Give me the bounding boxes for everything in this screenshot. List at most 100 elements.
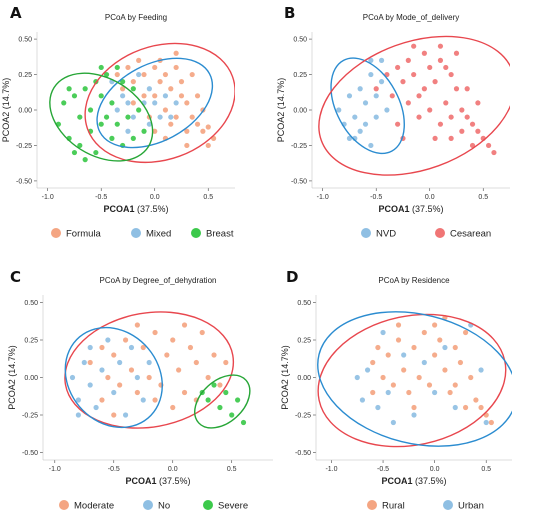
point-rural [370,389,376,396]
legend-swatch-formula [51,228,61,238]
point-nvd [373,93,379,99]
point-cesarean [421,50,427,56]
legend-label-urban: Urban [458,501,484,512]
point-no [117,359,123,366]
point-rural [416,374,422,381]
legend-swatch-no [143,500,153,510]
x-tick-label: 0.0 [150,194,160,201]
y-tick-label: 0.50 [18,37,32,44]
point-no [81,359,87,366]
y-tick-label: 0.00 [18,108,32,115]
point-cesarean [373,86,379,92]
point-moderate [187,344,194,351]
legend-label-mixed: Mixed [146,229,171,240]
point-rural [432,352,438,358]
point-no [69,374,76,381]
ellipse-no [64,326,163,429]
point-breast [98,64,104,71]
point-cesarean [464,86,470,92]
point-cesarean [453,50,460,56]
x-tick-label: 0.5 [481,466,491,473]
x-axis-label: PCOA1 (37.5%) [103,204,168,214]
point-moderate [181,389,188,396]
point-formula [194,93,201,99]
point-formula [141,93,147,99]
panel-b: B PCoA by Mode_of_delivery -1.0 -0.5 0.0 0.5 -… [276,4,510,240]
point-cesarean [469,121,476,127]
legend-label-nvd: NVD [376,229,396,240]
data-layer [318,35,510,176]
point-moderate [99,344,105,351]
point-formula [114,71,120,78]
y-axis-label: PCOA2 (14.7%) [7,345,17,410]
point-moderate [211,352,217,358]
point-moderate [176,367,182,373]
chart-title: PCoA by Feeding [105,13,167,22]
point-no [87,382,93,388]
chart-title: PCoA by Residence [378,276,450,285]
point-cesarean [432,79,438,85]
point-cesarean [405,57,411,63]
point-cesarean [475,128,481,134]
ellipse-formula [84,42,235,164]
point-nvd [384,107,390,113]
point-formula [189,71,195,78]
legend-label-cesarean: Cesarean [450,229,491,240]
data-layer [49,42,235,164]
point-cesarean [485,142,492,149]
point-urban [442,344,448,351]
point-nvd [352,114,358,120]
point-rural [473,397,479,403]
point-breast [98,93,104,99]
point-moderate [140,344,146,351]
point-rural [442,367,448,373]
point-rural [395,337,402,343]
legend-swatch-nvd [361,228,371,238]
point-nvd [336,107,342,113]
point-mixed [120,93,126,99]
point-cesarean [448,114,454,120]
point-no [105,337,111,343]
point-moderate [117,382,123,388]
legend-label-breast: Breast [206,229,234,240]
x-tick-label: -1.0 [42,194,54,201]
panel-letter: B [284,4,295,22]
legend-swatch-rural [367,500,377,510]
point-breast [114,64,120,71]
point-rural [478,404,484,411]
point-breast [82,157,88,163]
point-cesarean [491,149,497,156]
point-formula [136,57,142,63]
point-formula [130,100,136,106]
legend-label-formula: Formula [66,229,102,240]
point-breast [125,114,131,120]
ellipse-cesarean [318,35,510,176]
point-nvd [378,79,385,85]
point-nvd [362,121,369,127]
y-tick-label: 0.50 [293,37,307,44]
point-formula [189,114,195,120]
legend-swatch-breast [191,228,201,238]
x-tick-label: -1.0 [325,466,337,473]
point-no [87,344,93,351]
point-nvd [368,71,374,78]
point-cesarean [475,100,481,106]
point-formula [194,121,201,127]
point-urban [432,389,438,396]
point-breast [103,71,110,78]
point-moderate [223,359,229,366]
data-layer [64,311,251,429]
point-formula [178,79,185,85]
point-cesarean [416,114,422,120]
point-breast [136,107,142,113]
point-rural [401,367,407,373]
point-rural [380,374,386,381]
point-severe [211,382,217,388]
point-no [140,397,146,403]
y-tick-label: 0.25 [293,72,307,79]
point-moderate [111,352,117,358]
point-formula [205,124,211,130]
point-formula [162,71,169,78]
panel-letter: A [10,4,22,22]
point-moderate [164,352,170,358]
